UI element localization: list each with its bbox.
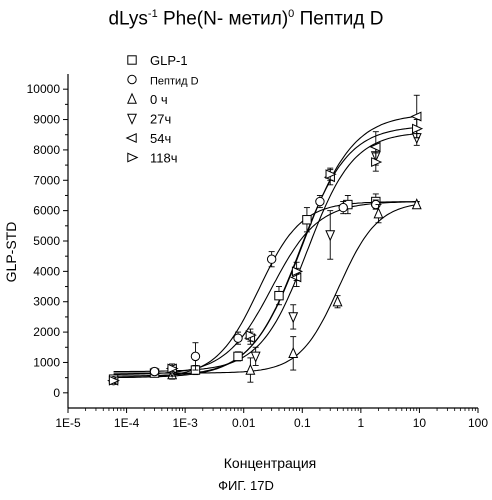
legend-marker <box>128 114 136 123</box>
legend-label: 0 ч <box>150 92 168 107</box>
data-point <box>326 231 334 240</box>
data-point <box>413 124 422 132</box>
x-tick-label: 10 <box>413 416 427 430</box>
fit-curve <box>114 202 420 375</box>
y-axis-label: GLP-STD <box>3 222 19 283</box>
legend-label: GLP-1 <box>150 53 188 68</box>
x-tick-label: 1E-5 <box>55 416 81 430</box>
data-point <box>234 334 242 342</box>
data-point <box>275 291 283 299</box>
data-point <box>413 199 421 208</box>
fit-curve <box>114 202 420 378</box>
data-point <box>246 365 254 374</box>
data-point <box>191 352 199 360</box>
legend-label: 27ч <box>150 112 171 127</box>
legend-marker <box>128 75 136 83</box>
y-tick-label: 5000 <box>33 234 60 248</box>
data-point <box>333 297 341 306</box>
x-tick-label: 100 <box>468 416 488 430</box>
y-tick-label: 4000 <box>33 264 60 278</box>
y-tick-label: 7000 <box>33 173 60 187</box>
y-tick-label: 0 <box>53 386 60 400</box>
y-tick-label: 9000 <box>33 113 60 127</box>
data-point <box>234 352 242 360</box>
data-point <box>150 367 158 375</box>
data-point <box>289 313 297 322</box>
figure-caption: ФИГ. 17D <box>0 478 492 493</box>
legend-marker <box>128 56 136 64</box>
x-tick-label: 1E-4 <box>114 416 140 430</box>
fit-curve <box>114 134 420 372</box>
data-point <box>289 348 297 357</box>
legend-marker <box>127 134 136 142</box>
data-point <box>374 208 382 217</box>
y-tick-label: 1000 <box>33 355 60 369</box>
legend-marker <box>128 153 137 161</box>
legend-label: 118ч <box>150 151 178 166</box>
legend-label: Пептид D <box>150 76 199 88</box>
y-tick-label: 6000 <box>33 204 60 218</box>
legend-label: 54ч <box>150 131 171 146</box>
data-point <box>316 197 324 205</box>
legend-marker <box>128 94 136 103</box>
fit-curve <box>114 204 420 373</box>
x-tick-label: 1E-3 <box>172 416 198 430</box>
data-point <box>251 352 259 361</box>
x-tick-label: 0.1 <box>294 416 311 430</box>
legend: GLP-1 Пептид D 0 ч 27ч 54ч 118ч <box>127 53 199 166</box>
x-tick-label: 0.01 <box>232 416 256 430</box>
y-tick-label: 8000 <box>33 143 60 157</box>
y-tick-label: 3000 <box>33 295 60 309</box>
data-point <box>339 203 347 211</box>
x-axis-label: Концентрация <box>224 455 316 471</box>
data-point <box>303 216 311 224</box>
y-tick-label: 2000 <box>33 325 60 339</box>
y-tick-label: 10000 <box>27 82 61 96</box>
x-tick-label: 1 <box>358 416 365 430</box>
data-point <box>267 255 275 263</box>
